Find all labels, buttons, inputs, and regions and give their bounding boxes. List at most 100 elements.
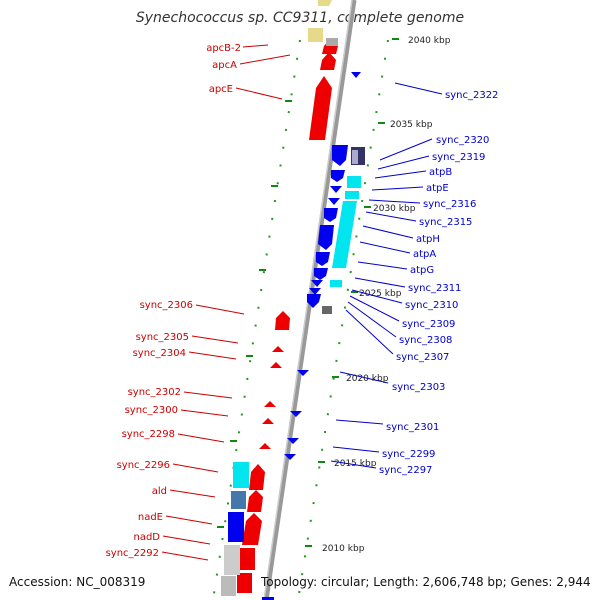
gene-label-sync-2301[interactable]: sync_2301 (386, 422, 439, 433)
gene-bottom-blue[interactable] (262, 597, 274, 600)
label-leader (161, 551, 209, 561)
gene-sync-2298-arrow[interactable] (259, 443, 271, 449)
label-leader (177, 433, 225, 443)
gene-nadE-blue[interactable] (228, 512, 244, 542)
scale-label-2010: 2010 kbp (322, 544, 365, 554)
gene-sync-2296-cyan[interactable] (233, 462, 249, 488)
gene-label-atpG[interactable]: atpG (410, 265, 434, 276)
gene-label-sync-2305[interactable]: sync_2305 (136, 332, 189, 343)
gene-label-atpE[interactable]: atpE (426, 183, 449, 194)
label-leader (339, 371, 389, 384)
reverse-secondary-features (221, 462, 249, 596)
gene-apcE-arrow[interactable] (309, 76, 332, 140)
accession-text: Accession: NC_008319 (9, 575, 146, 589)
gene-nadE-arrow[interactable] (242, 513, 262, 545)
gene-sync-2310-arrow[interactable] (309, 288, 321, 295)
gene-label-apcE[interactable]: apcE (209, 84, 233, 95)
scale-marks: 2040 kbp 2035 kbp 2030 kbp 2025 kbp 2020… (217, 36, 451, 554)
gene-sync-2308-block[interactable] (322, 306, 332, 314)
gene-label-sync-2320[interactable]: sync_2320 (436, 135, 489, 146)
gene-sync-2302-arrow[interactable] (264, 401, 276, 407)
gene-label-atpB[interactable]: atpB (429, 167, 452, 178)
gene-sync-2316-arrow[interactable] (328, 198, 340, 205)
gene-label-sync-2296[interactable]: sync_2296 (117, 460, 170, 471)
gene-label-atpA[interactable]: atpA (413, 249, 436, 260)
gene-atpA-arrow[interactable] (316, 252, 330, 266)
gene-label-apcB-2[interactable]: apcB-2 (206, 43, 241, 54)
gene-label-sync-2322[interactable]: sync_2322 (445, 90, 498, 101)
gene-atpG-arrow[interactable] (314, 268, 328, 280)
gene-label-apcA[interactable]: apcA (212, 60, 237, 71)
label-leader (162, 535, 211, 545)
gene-sync-2296-arrow[interactable] (249, 464, 265, 490)
gene-sync-2292-grey[interactable] (221, 576, 236, 596)
gene-sync-2311-arrow[interactable] (311, 280, 323, 287)
scale-label-2040: 2040 kbp (408, 36, 451, 46)
gene-sync-2306-arrow[interactable] (275, 311, 290, 330)
gene-label-sync-2298[interactable]: sync_2298 (122, 429, 175, 440)
gene-sync-2304-arrow[interactable] (270, 362, 282, 368)
gene-label-sync-2309[interactable]: sync_2309 (402, 319, 455, 330)
gene-label-sync-2308[interactable]: sync_2308 (399, 335, 452, 346)
gene-label-sync-2307[interactable]: sync_2307 (396, 352, 449, 363)
gene-grey-top[interactable] (326, 38, 338, 46)
label-leader (180, 409, 229, 417)
gene-nadD-block[interactable] (240, 548, 255, 570)
gene-ald-arrow[interactable] (247, 490, 263, 512)
gene-label-sync-2303[interactable]: sync_2303 (392, 382, 445, 393)
gene-label-sync-2311[interactable]: sync_2311 (408, 283, 461, 294)
gene-sync-2309-arrow[interactable] (307, 294, 321, 308)
gene-sync-2322-arrow[interactable] (351, 72, 361, 78)
gene-label-sync-2304[interactable]: sync_2304 (133, 348, 186, 359)
gene-sync-2297-arrow[interactable] (284, 454, 296, 460)
label-leader (365, 211, 417, 222)
label-leader (191, 335, 239, 344)
scale-label-2035: 2035 kbp (390, 120, 433, 130)
gene-label-sync-2310[interactable]: sync_2310 (405, 300, 458, 311)
gene-sync-2292-block[interactable] (237, 573, 252, 593)
gene-khaki-block[interactable] (308, 28, 323, 42)
gene-label-sync-2292[interactable]: sync_2292 (106, 548, 159, 559)
gene-label-nadE[interactable]: nadE (138, 512, 163, 523)
gene-sync-2305-arrow[interactable] (272, 346, 284, 352)
gene-label-sync-2302[interactable]: sync_2302 (128, 387, 181, 398)
gene-label-sync-2299[interactable]: sync_2299 (382, 449, 435, 460)
gene-atpH-arrow[interactable] (318, 225, 334, 250)
gene-ald-blue[interactable] (231, 491, 246, 509)
gene-atp-cyan-column[interactable] (332, 201, 357, 268)
forward-secondary-features (330, 176, 361, 287)
gene-label-ald[interactable]: ald (152, 486, 167, 497)
reverse-gene-labels: apcB-2 apcA apcE sync_2306 sync_2305 syn… (106, 43, 291, 561)
label-leader (335, 419, 384, 425)
topology-text: Topology: circular; Length: 2,606,748 bp… (261, 575, 591, 589)
gene-nadD-grey[interactable] (224, 545, 240, 575)
gene-label-sync-2315[interactable]: sync_2315 (419, 217, 472, 228)
gene-sync-2319-stripe[interactable] (352, 150, 358, 164)
gene-sync-2311-cyan[interactable] (330, 280, 342, 287)
gene-label-nadD[interactable]: nadD (133, 532, 160, 543)
gene-apcA-arrow[interactable] (320, 52, 336, 70)
gene-label-sync-2300[interactable]: sync_2300 (125, 405, 178, 416)
gene-label-sync-2297[interactable]: sync_2297 (379, 465, 432, 476)
gene-sync-2299-arrow[interactable] (287, 438, 299, 444)
label-leader (351, 289, 403, 304)
gene-sync-2300-arrow[interactable] (262, 418, 274, 424)
gene-sync-2320-arrow[interactable] (332, 145, 348, 166)
label-leader (394, 82, 443, 95)
label-leader (332, 446, 380, 453)
gene-khaki-cap[interactable] (318, 0, 332, 6)
label-leader (354, 277, 406, 288)
gene-atpB-cyan[interactable] (347, 176, 361, 188)
gene-label-sync-2316[interactable]: sync_2316 (423, 199, 476, 210)
gene-atpE-arrow[interactable] (330, 186, 342, 193)
gene-atpB-arrow[interactable] (331, 170, 345, 182)
gene-label-sync-2306[interactable]: sync_2306 (140, 300, 193, 311)
gene-sync-2301-arrow[interactable] (290, 411, 302, 417)
gene-atpE-cyan[interactable] (345, 191, 359, 199)
gene-sync-2315-arrow[interactable] (324, 208, 338, 222)
label-leader (183, 391, 233, 399)
gene-label-sync-2319[interactable]: sync_2319 (432, 152, 485, 163)
scale-label-2025: 2025 kbp (359, 289, 402, 299)
gene-sync-2303-arrow[interactable] (297, 370, 309, 376)
gene-label-atpH[interactable]: atpH (416, 234, 440, 245)
